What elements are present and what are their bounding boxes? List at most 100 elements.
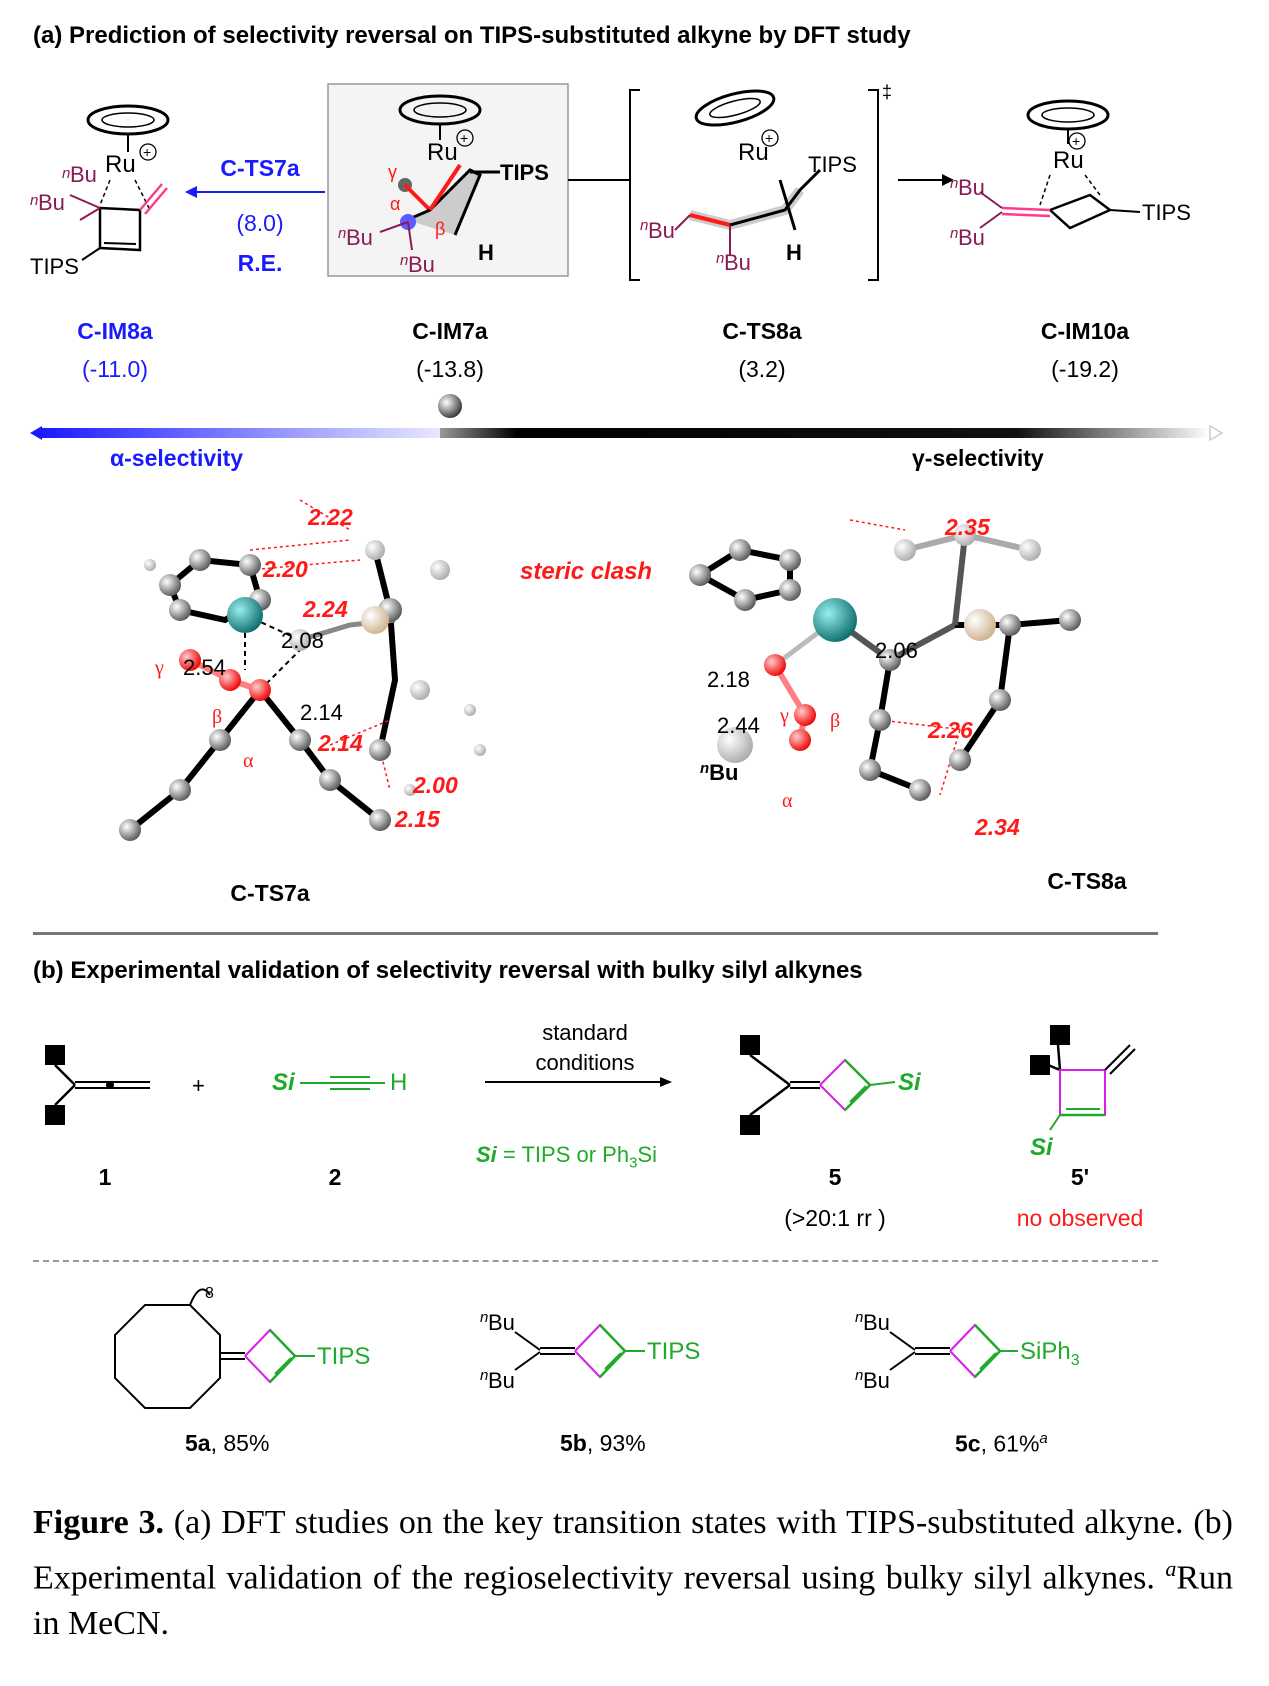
ts-value: (8.0)	[236, 210, 284, 236]
svg-text:Ru: Ru	[427, 139, 458, 166]
svg-text:n: n	[480, 1367, 488, 1384]
si-definition: Si = TIPS or Ph3Si	[476, 1142, 657, 1172]
product-5-note: (>20:1 rr )	[784, 1205, 886, 1231]
reagent-2: Si H	[272, 1069, 407, 1096]
svg-text:n: n	[950, 175, 958, 192]
svg-text:Bu: Bu	[648, 218, 675, 243]
svg-text:n: n	[30, 192, 38, 209]
steric-clash-label: steric clash	[520, 558, 653, 585]
svg-text:TIPS: TIPS	[808, 152, 857, 177]
svg-text:Si: Si	[272, 1069, 296, 1096]
gamma-selectivity: γ-selectivity	[912, 445, 1044, 471]
svg-text:H: H	[390, 1069, 407, 1096]
svg-text:n: n	[640, 217, 648, 234]
distance-label: 2.22	[308, 504, 353, 530]
species-name: C-IM10a	[1040, 318, 1130, 344]
svg-text:n: n	[480, 1309, 488, 1326]
svg-text:Ru: Ru	[105, 151, 136, 178]
svg-text:Bu: Bu	[38, 190, 65, 215]
svg-text:+: +	[460, 130, 468, 146]
selectivity-bar	[30, 394, 1224, 442]
svg-text:Bu: Bu	[863, 1368, 890, 1393]
substrate-examples: 8 TIPS n Bu n Bu TIPS n Bu n Bu	[114, 1285, 1080, 1409]
structure-c-im8a: Ru + n Bu n Bu TIPS	[30, 104, 170, 279]
svg-text:n: n	[950, 225, 958, 242]
alpha-selectivity: α-selectivity	[110, 445, 244, 471]
example-label: 5b, 93%	[560, 1430, 646, 1456]
species-energy: (-19.2)	[1051, 356, 1119, 382]
dft-structures	[119, 499, 1081, 841]
svg-text:TIPS: TIPS	[317, 1343, 370, 1370]
svg-text:+: +	[143, 144, 151, 160]
structure-ts7a	[119, 499, 486, 841]
svg-text:Bu: Bu	[70, 162, 97, 187]
svg-text:Bu: Bu	[958, 225, 985, 250]
svg-text:Bu: Bu	[958, 175, 985, 200]
svg-text:n: n	[400, 252, 408, 269]
reagent-1-label: 1	[98, 1164, 112, 1190]
svg-text:α: α	[390, 194, 400, 214]
structure-c-ts8a: Ru + TIPS H n Bu n Bu	[640, 89, 857, 275]
svg-text:Bu: Bu	[863, 1310, 890, 1335]
bu-label: nBu	[700, 760, 739, 785]
re-label: R.E.	[237, 250, 283, 276]
species-name: C-IM8a	[77, 318, 153, 344]
distance-label: 2.34	[975, 814, 1020, 840]
example-label: 5c, 61%a	[955, 1430, 1048, 1457]
product-5-prime: Si	[1030, 1025, 1136, 1161]
svg-text:TIPS: TIPS	[647, 1338, 700, 1365]
distance-label: 2.44	[717, 713, 760, 738]
example-5b: n Bu n Bu TIPS	[480, 1309, 700, 1393]
svg-text:Si: Si	[1030, 1134, 1054, 1161]
distance-label: 2.26	[928, 717, 973, 743]
dashed-divider	[33, 1260, 1158, 1262]
alpha-label: α	[243, 750, 254, 772]
species-energy: (-11.0)	[81, 356, 149, 382]
divider	[33, 932, 1158, 935]
svg-text:TIPS: TIPS	[1142, 200, 1191, 225]
svg-text:n: n	[62, 165, 70, 182]
structure-c-im10a: Ru + TIPS n Bu n Bu	[950, 99, 1191, 250]
panel-a-title: (a) Prediction of selectivity reversal o…	[33, 22, 911, 49]
distance-label: 2.54	[183, 655, 226, 680]
svg-text:H: H	[478, 240, 494, 265]
gamma-label: γ	[780, 705, 789, 727]
svg-text:β: β	[435, 219, 445, 239]
svg-text:n: n	[855, 1309, 863, 1326]
structure-c-im7a: Ru + γ TIPS α β H n Bu n Bu	[338, 94, 549, 277]
svg-text:Bu: Bu	[488, 1310, 515, 1335]
distance-label: 2.24	[303, 596, 348, 622]
svg-text:TIPS: TIPS	[500, 160, 549, 185]
svg-text:TIPS: TIPS	[30, 254, 79, 279]
svg-text:H: H	[786, 240, 802, 265]
distance-label: 2.20	[263, 556, 308, 582]
example-5c: n Bu n Bu SiPh3	[855, 1309, 1080, 1393]
svg-text:8: 8	[205, 1285, 214, 1302]
ts8a-name: C-TS8a	[1047, 868, 1127, 894]
reagent-2-label: 2	[328, 1164, 342, 1190]
svg-text:+: +	[1072, 133, 1080, 149]
example-label: 5a, 85%	[185, 1430, 270, 1456]
ts-label: C-TS7a	[220, 155, 300, 181]
conditions-label: standard conditions	[535, 1020, 635, 1075]
structure-ts8a	[689, 519, 1081, 801]
reagent-1	[45, 1045, 150, 1125]
species-energy: (3.2)	[738, 356, 786, 382]
product-5: Si	[740, 1035, 922, 1135]
svg-text:+: +	[765, 130, 773, 146]
svg-text:Si: Si	[898, 1069, 922, 1096]
svg-text:Bu: Bu	[346, 225, 373, 250]
distance-label: 2.35	[945, 514, 990, 540]
ts7a-name: C-TS7a	[230, 880, 310, 906]
distance-label: 2.08	[281, 628, 324, 653]
example-5a: 8 TIPS	[114, 1285, 370, 1409]
svg-text:Ru: Ru	[1053, 147, 1084, 174]
svg-text:Bu: Bu	[408, 252, 435, 277]
alpha-label: α	[782, 790, 793, 812]
gamma-label: γ	[155, 657, 164, 679]
figure-caption: Figure 3. (a) DFT studies on the key tra…	[33, 1504, 1233, 1643]
distance-label: 2.14	[318, 730, 363, 756]
distance-label: 2.00	[413, 772, 458, 798]
species-name: C-IM7a	[412, 318, 488, 344]
product-5-prime-label: 5'	[1070, 1164, 1090, 1190]
